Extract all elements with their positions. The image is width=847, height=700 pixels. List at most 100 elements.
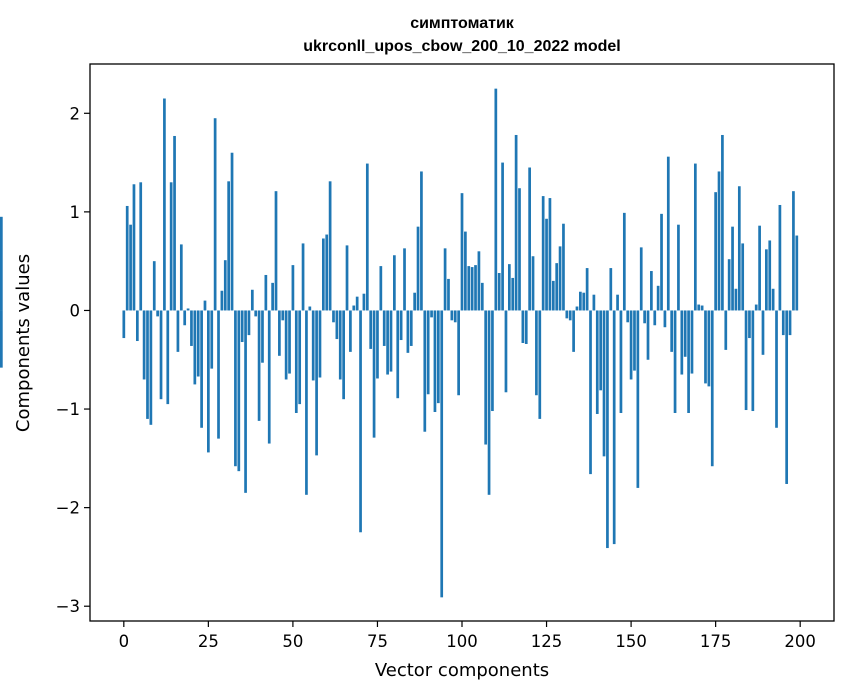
bar-76 (379, 266, 383, 311)
x-tick-label: 0 (119, 632, 130, 651)
bar-40 (257, 310, 261, 421)
bar-156 (650, 271, 653, 311)
bar-114 (507, 264, 511, 311)
bar-71 (362, 293, 366, 311)
bar-179 (727, 259, 731, 311)
bar-69 (355, 296, 359, 311)
bar-95 (443, 248, 447, 311)
bar-129 (558, 246, 562, 311)
bar-109 (491, 310, 494, 412)
bar-2 (129, 224, 132, 311)
bar-138 (589, 310, 592, 475)
bar-35 (240, 310, 244, 343)
bar-7 (146, 310, 149, 419)
bar-121 (531, 256, 535, 311)
bar-147 (619, 310, 623, 413)
bar-11 (159, 310, 163, 400)
bar-34 (237, 310, 241, 472)
bar-104 (474, 265, 477, 311)
bar-133 (572, 310, 575, 352)
bar-176 (717, 171, 721, 311)
bar-13 (166, 310, 170, 405)
bar-undefined (0, 216, 3, 311)
bar-51 (294, 310, 298, 413)
bar-97 (450, 310, 454, 321)
bar-196 (785, 310, 789, 484)
bar-49 (288, 310, 291, 374)
bar-144 (609, 268, 613, 311)
bar-119 (524, 310, 528, 344)
bar-12 (163, 98, 166, 311)
bar-50 (291, 265, 295, 311)
bar-58 (318, 310, 322, 378)
bar-126 (548, 198, 552, 311)
bar-100 (460, 193, 464, 311)
x-tick-label: 100 (446, 632, 478, 651)
bar-46 (278, 310, 281, 356)
bar-102 (467, 266, 471, 311)
bar-167 (687, 310, 690, 413)
bar-188 (758, 225, 761, 311)
bar-54 (305, 310, 308, 495)
bar-87 (416, 226, 420, 311)
bar-28 (217, 310, 220, 439)
bar-42 (264, 274, 268, 311)
bar-116 (514, 134, 518, 311)
bar-72 (365, 163, 369, 311)
bar-199 (795, 235, 799, 311)
bar-132 (568, 310, 572, 321)
bar-183 (741, 243, 745, 311)
bar-39 (254, 310, 258, 317)
bar-107 (484, 310, 488, 445)
bar-177 (721, 134, 724, 311)
bar-96 (447, 278, 450, 311)
bar-8 (149, 310, 153, 425)
bar-123 (538, 310, 542, 419)
bar-112 (501, 162, 504, 311)
bar-1 (125, 205, 129, 311)
chart-title-line-2: ukrconll_upos_cbow_200_10_2022 model (303, 38, 620, 55)
bar-94 (440, 310, 444, 598)
bar-18 (183, 310, 187, 326)
bar-86 (413, 292, 417, 311)
bar-161 (666, 156, 670, 311)
bar-67 (349, 310, 352, 352)
bar-44 (271, 282, 274, 311)
bar-33 (234, 310, 237, 467)
bar-170 (697, 304, 701, 311)
bar-85 (409, 310, 413, 346)
bar-155 (646, 310, 650, 360)
bar-139 (592, 294, 596, 311)
bar-81 (396, 310, 400, 399)
bar-135 (579, 291, 582, 311)
bar-141 (599, 310, 603, 391)
chart-title-line-1: симптоматик (410, 15, 515, 32)
bar-134 (575, 306, 579, 311)
bar-173 (707, 310, 711, 387)
bar-3 (132, 184, 136, 311)
bar-146 (616, 294, 619, 311)
bar-31 (227, 181, 231, 311)
bar-27 (213, 118, 217, 311)
bar-16 (176, 310, 180, 352)
bar-115 (511, 277, 515, 311)
bar-68 (352, 305, 356, 311)
bar-166 (683, 310, 687, 357)
bar-59 (321, 238, 325, 311)
bar-130 (562, 223, 565, 311)
bar-172 (704, 310, 707, 384)
bar-195 (781, 310, 785, 336)
bar-65 (342, 310, 345, 400)
bar-198 (792, 191, 795, 311)
bar-150 (629, 310, 633, 380)
y-axis-label: Components values (13, 254, 34, 432)
bar-36 (244, 310, 247, 493)
bar-99 (457, 310, 460, 396)
bar-17 (179, 244, 183, 311)
bar-91 (430, 310, 433, 318)
bar-61 (328, 181, 332, 311)
bar-181 (734, 288, 738, 311)
bar-23 (200, 310, 203, 428)
bar-5 (139, 182, 143, 311)
